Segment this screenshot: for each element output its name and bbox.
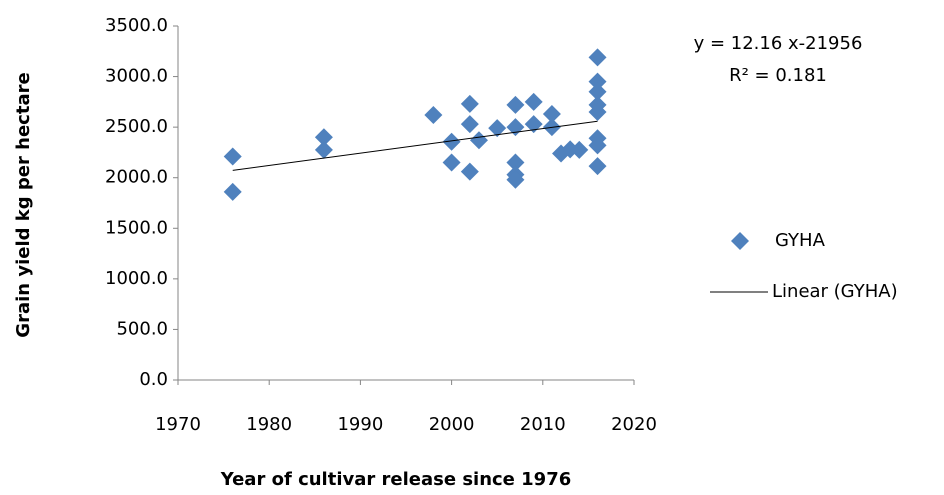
data-point — [314, 128, 333, 147]
data-point — [460, 94, 479, 113]
x-tick-label: 2010 — [520, 414, 566, 435]
y-tick-label: 2000.0 — [105, 167, 168, 188]
x-tick-label: 2000 — [429, 414, 475, 435]
legend-marker — [731, 232, 749, 250]
x-axis-title: Year of cultivar release since 1976 — [220, 469, 572, 490]
y-tick-label: 1000.0 — [105, 268, 168, 289]
legend-label: GYHA — [775, 230, 826, 251]
data-point — [588, 136, 607, 155]
trendline — [232, 120, 598, 171]
data-point — [442, 153, 461, 172]
y-tick-label: 1500.0 — [105, 217, 168, 238]
data-point — [488, 119, 507, 138]
data-point — [460, 162, 479, 181]
x-tick-label: 1970 — [155, 414, 201, 435]
data-point — [524, 115, 543, 134]
data-point — [588, 72, 607, 91]
y-axis-title: Grain yield kg per hectare — [13, 72, 34, 337]
data-point — [506, 95, 525, 114]
data-point — [570, 140, 589, 159]
data-point — [506, 153, 525, 172]
data-point — [442, 132, 461, 151]
r-squared: R² = 0.181 — [729, 65, 827, 86]
data-point — [506, 170, 525, 189]
y-tick-label: 3500.0 — [105, 15, 168, 36]
legend-label: Linear (GYHA) — [772, 281, 898, 302]
data-point — [469, 131, 488, 150]
data-point — [588, 157, 607, 176]
x-tick-label: 2020 — [611, 414, 657, 435]
y-tick-label: 2500.0 — [105, 116, 168, 137]
data-point — [524, 92, 543, 111]
data-point — [460, 115, 479, 134]
data-point — [223, 182, 242, 201]
data-point — [314, 140, 333, 159]
x-tick-label: 1990 — [337, 414, 383, 435]
data-point — [588, 82, 607, 101]
equation: y = 12.16 x-21956 — [694, 33, 863, 54]
data-point — [542, 104, 561, 123]
data-point — [588, 48, 607, 67]
y-tick-label: 0.0 — [139, 369, 168, 390]
y-tick-label: 3000.0 — [105, 66, 168, 87]
data-point — [424, 106, 443, 125]
y-tick-label: 500.0 — [116, 318, 168, 339]
data-point — [588, 102, 607, 121]
data-point — [223, 147, 242, 166]
x-tick-label: 1980 — [246, 414, 292, 435]
